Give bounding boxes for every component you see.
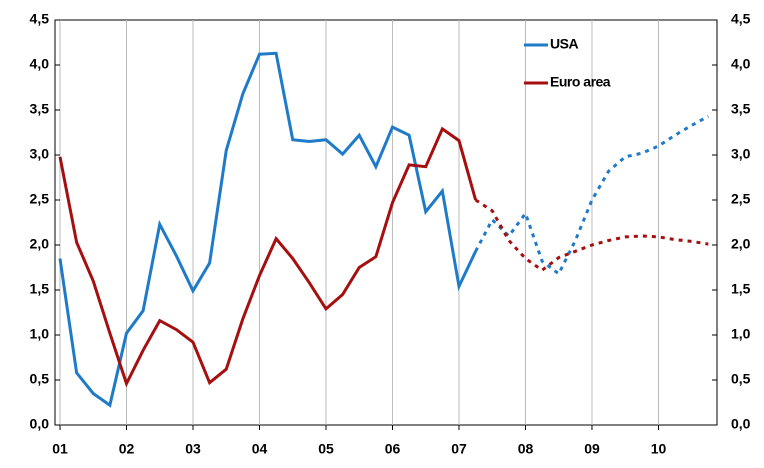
y-tick-label: 1,0 bbox=[30, 326, 50, 342]
y-tick-label: 0,5 bbox=[30, 371, 50, 387]
x-tick-label: 01 bbox=[52, 441, 68, 457]
y2-tick-label: 1,5 bbox=[731, 281, 751, 297]
series-line-forecast bbox=[474, 114, 710, 277]
y2-tick-label: 2,0 bbox=[731, 236, 751, 252]
x-tick-label: 08 bbox=[518, 441, 534, 457]
x-tick-label: 10 bbox=[651, 441, 667, 457]
plot-frame bbox=[54, 19, 718, 426]
y-tick-label: 3,0 bbox=[30, 146, 50, 162]
y-tick-label: 4,5 bbox=[30, 11, 50, 27]
x-tick-label: 06 bbox=[385, 441, 401, 457]
y2-tick-label: 1,0 bbox=[731, 326, 751, 342]
series-line bbox=[58, 51, 477, 408]
y-tick-label: 1,5 bbox=[30, 281, 50, 297]
y2-tick-label: 0,5 bbox=[731, 371, 751, 387]
x-tick-label: 09 bbox=[584, 441, 600, 457]
y-tick-label: 0,0 bbox=[30, 416, 50, 432]
y2-tick-label: 4,5 bbox=[731, 11, 751, 27]
y2-tick-label: 2,5 bbox=[731, 191, 751, 207]
y-tick-label: 4,0 bbox=[30, 56, 50, 72]
x-tick-label: 03 bbox=[185, 441, 201, 457]
y-tick-label: 2,0 bbox=[30, 236, 50, 252]
x-tick-label: 05 bbox=[318, 441, 334, 457]
y-tick-label: 3,5 bbox=[30, 101, 50, 117]
y2-tick-label: 3,0 bbox=[731, 146, 751, 162]
legend-label: Euro area bbox=[550, 74, 611, 90]
y2-tick-label: 3,5 bbox=[731, 101, 751, 117]
y2-tick-label: 4,0 bbox=[731, 56, 751, 72]
x-tick-label: 04 bbox=[252, 441, 268, 457]
legend-label: USA bbox=[550, 36, 578, 52]
y2-tick-label: 0,0 bbox=[731, 416, 751, 432]
series-line-forecast bbox=[474, 198, 709, 273]
x-tick-label: 02 bbox=[119, 441, 135, 457]
series-line bbox=[58, 126, 478, 388]
y-tick-label: 2,5 bbox=[30, 191, 50, 207]
x-tick-label: 07 bbox=[451, 441, 467, 457]
